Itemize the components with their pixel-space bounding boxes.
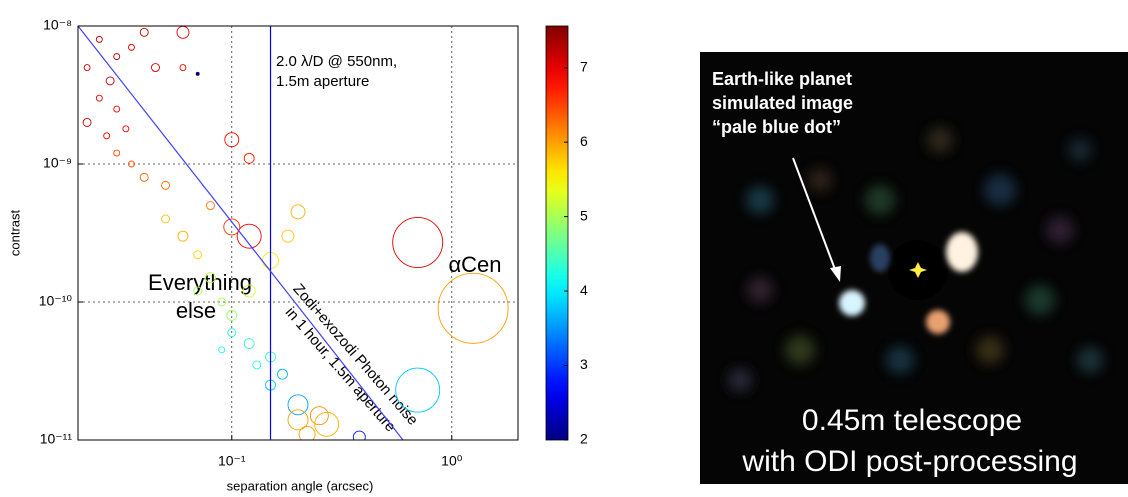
simulated-image: Earth-like planet simulated image “pale … bbox=[700, 52, 1128, 484]
point bbox=[83, 64, 91, 71]
point bbox=[105, 76, 115, 86]
point bbox=[195, 71, 200, 76]
annotation: Zodi+exozodi Photon noise bbox=[289, 281, 421, 429]
point bbox=[309, 406, 329, 426]
point bbox=[95, 94, 103, 102]
plot-frame bbox=[77, 25, 519, 441]
reference-line bbox=[78, 26, 404, 440]
colorbar-tick-label: 4 bbox=[580, 282, 588, 298]
point bbox=[437, 272, 509, 344]
x-tick-label: 10⁰ bbox=[441, 453, 463, 469]
point bbox=[179, 64, 187, 71]
point bbox=[217, 297, 227, 307]
point bbox=[161, 180, 170, 190]
annotation: 1.5m aperture bbox=[276, 73, 369, 90]
point bbox=[226, 309, 238, 321]
y-tick-label: 10⁻¹¹ bbox=[40, 431, 73, 447]
arrow-head bbox=[830, 266, 841, 282]
point bbox=[352, 430, 366, 440]
colorbar-tick-label: 2 bbox=[580, 431, 588, 447]
point bbox=[290, 204, 306, 220]
point bbox=[139, 27, 149, 37]
y-tick-label: 10⁻⁹ bbox=[43, 155, 72, 171]
point bbox=[243, 152, 255, 164]
point bbox=[281, 229, 295, 243]
point bbox=[82, 118, 92, 127]
x-tick-label: 10⁻¹ bbox=[218, 453, 246, 469]
annotation: Everything bbox=[148, 270, 252, 295]
star-marker bbox=[909, 262, 927, 278]
point bbox=[113, 53, 121, 61]
residual-speckles bbox=[870, 232, 978, 334]
planet bbox=[839, 290, 865, 316]
x-axis-label: separation angle (arcsec) bbox=[227, 478, 374, 493]
colorbar bbox=[545, 25, 569, 441]
footer: 0.45m telescope bbox=[802, 404, 1022, 437]
point bbox=[128, 160, 135, 168]
point bbox=[161, 214, 170, 224]
caption: Earth-like planet bbox=[712, 69, 852, 89]
point bbox=[139, 172, 149, 182]
speckles bbox=[728, 127, 1103, 392]
colorbar-tick-label: 5 bbox=[580, 207, 588, 223]
annotation: αCen bbox=[448, 252, 501, 277]
point bbox=[242, 284, 256, 298]
point bbox=[252, 360, 262, 370]
point bbox=[128, 43, 135, 51]
y-axis-label: contrast bbox=[7, 209, 22, 256]
plot-area bbox=[78, 26, 509, 440]
point bbox=[287, 394, 309, 416]
point bbox=[103, 132, 111, 140]
point bbox=[236, 223, 262, 249]
y-tick-label: 10⁻¹⁰ bbox=[39, 293, 73, 309]
colorbar-tick-label: 6 bbox=[580, 133, 588, 149]
point bbox=[314, 411, 340, 437]
point bbox=[113, 149, 121, 157]
point bbox=[227, 328, 237, 338]
point bbox=[151, 63, 160, 72]
arrow-shaft bbox=[792, 157, 837, 273]
point bbox=[224, 132, 240, 148]
point bbox=[223, 218, 241, 236]
annotation: else bbox=[176, 298, 216, 323]
point bbox=[287, 409, 309, 431]
point bbox=[218, 346, 226, 354]
point bbox=[193, 250, 203, 260]
point bbox=[95, 35, 103, 43]
point bbox=[298, 425, 316, 440]
colorbar-tick-label: 7 bbox=[580, 58, 588, 74]
point bbox=[113, 105, 121, 113]
annotation: 2.0 λ/D @ 550nm, bbox=[276, 53, 397, 70]
point bbox=[206, 201, 215, 210]
point bbox=[177, 230, 189, 242]
caption: “pale blue dot” bbox=[712, 117, 841, 137]
colorbar-tick-label: 3 bbox=[580, 356, 588, 372]
y-tick-label: 10⁻⁸ bbox=[43, 17, 72, 33]
point bbox=[122, 125, 130, 133]
point bbox=[395, 367, 441, 413]
point bbox=[176, 26, 190, 39]
point bbox=[243, 338, 255, 349]
footer: with ODI post-processing bbox=[741, 445, 1077, 478]
point bbox=[205, 272, 216, 284]
point bbox=[193, 286, 203, 296]
caption: simulated image bbox=[712, 93, 853, 113]
point bbox=[277, 368, 288, 380]
point bbox=[392, 217, 444, 268]
